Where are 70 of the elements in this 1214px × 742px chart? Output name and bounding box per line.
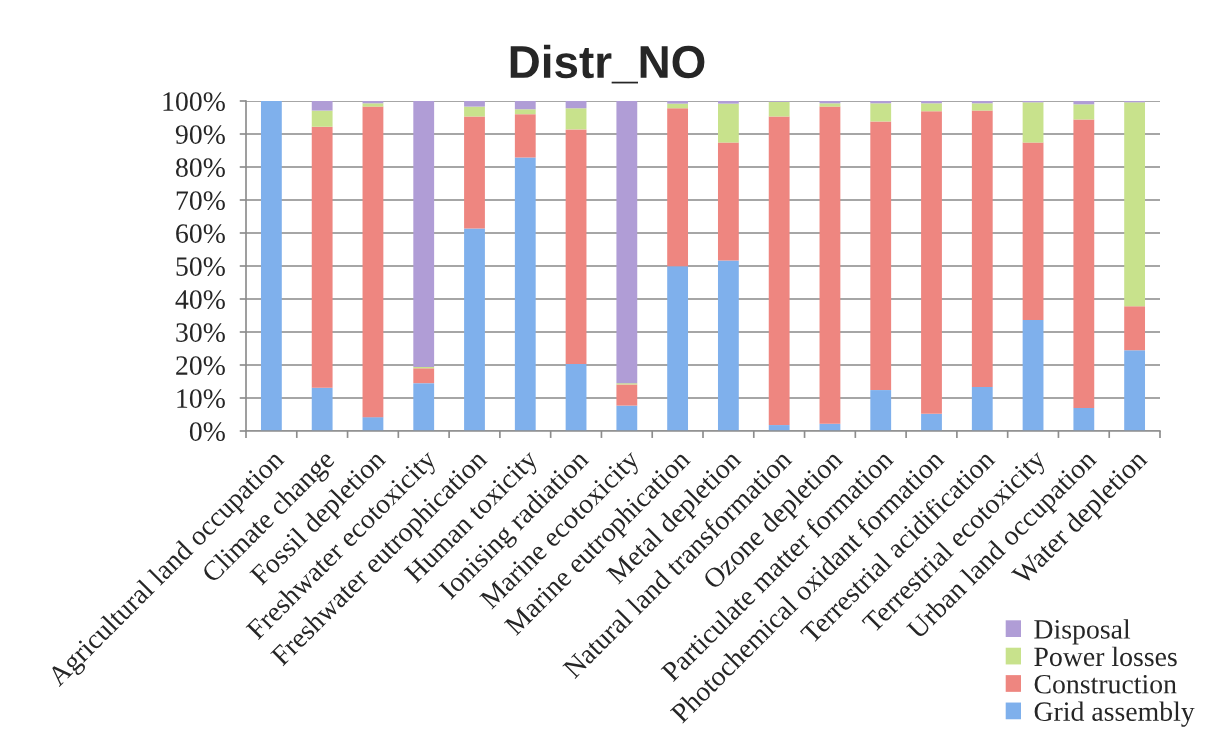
bar bbox=[921, 413, 942, 431]
bar bbox=[870, 103, 892, 122]
bar bbox=[971, 103, 993, 111]
bar bbox=[362, 106, 384, 418]
bar bbox=[921, 103, 942, 112]
y-tick-label: 30% bbox=[176, 323, 225, 342]
chart-title: Distr_NO bbox=[510, 44, 705, 84]
y-tick-label: 10% bbox=[177, 389, 225, 408]
bar bbox=[514, 101, 536, 110]
bar bbox=[616, 384, 638, 406]
bar bbox=[464, 106, 485, 117]
bar bbox=[971, 110, 993, 388]
y-tick-label: 20% bbox=[176, 356, 225, 375]
bar bbox=[616, 101, 638, 384]
bar bbox=[1073, 101, 1095, 105]
bar bbox=[464, 228, 485, 431]
bar bbox=[870, 390, 892, 431]
y-tick-label: 50% bbox=[176, 257, 225, 276]
bar bbox=[1022, 102, 1044, 143]
y-tick-label: 40% bbox=[175, 290, 225, 309]
bar bbox=[1022, 142, 1044, 321]
bar bbox=[565, 129, 587, 365]
legend-label: Power losses bbox=[1034, 646, 1177, 667]
legend-label: Construction bbox=[1034, 674, 1177, 694]
bar bbox=[1124, 306, 1146, 351]
bar bbox=[616, 405, 638, 431]
bar bbox=[921, 111, 942, 414]
bar bbox=[311, 126, 333, 388]
bar bbox=[565, 108, 587, 130]
bar bbox=[1124, 350, 1146, 431]
bar bbox=[565, 364, 587, 431]
legend-label: Grid assembly bbox=[1034, 701, 1195, 727]
bar bbox=[1124, 102, 1146, 307]
bar bbox=[717, 260, 739, 431]
y-tick-label: 80% bbox=[176, 158, 225, 177]
bar bbox=[413, 101, 435, 367]
bar bbox=[971, 387, 993, 431]
bar bbox=[514, 114, 536, 158]
bar bbox=[1073, 119, 1095, 408]
y-tick-label: 70% bbox=[176, 191, 225, 210]
bar bbox=[514, 157, 536, 431]
bar bbox=[717, 101, 739, 104]
bar bbox=[514, 109, 536, 115]
y-tick-label: 90% bbox=[175, 125, 225, 144]
bar bbox=[311, 387, 333, 431]
bar bbox=[717, 142, 739, 261]
y-tick-label: 100% bbox=[163, 92, 225, 111]
bar bbox=[1022, 320, 1044, 431]
bar bbox=[565, 101, 587, 109]
bar bbox=[717, 103, 739, 143]
bar bbox=[819, 106, 841, 424]
bar bbox=[260, 101, 282, 431]
bar bbox=[413, 368, 435, 384]
y-tick-label: 60% bbox=[176, 224, 225, 243]
bar bbox=[464, 116, 485, 229]
bar bbox=[311, 101, 333, 111]
bar bbox=[413, 383, 435, 431]
bar bbox=[870, 121, 892, 391]
bar bbox=[311, 110, 333, 127]
bar bbox=[768, 101, 790, 117]
bar bbox=[667, 266, 689, 431]
bar bbox=[464, 101, 485, 107]
bar bbox=[362, 417, 384, 431]
bar bbox=[1073, 407, 1095, 431]
bar bbox=[667, 101, 689, 104]
legend-label: Disposal bbox=[1034, 619, 1131, 645]
bar bbox=[1073, 104, 1095, 120]
bar bbox=[667, 108, 689, 267]
bar bbox=[768, 116, 790, 426]
y-tick-label: 0% bbox=[189, 422, 225, 441]
